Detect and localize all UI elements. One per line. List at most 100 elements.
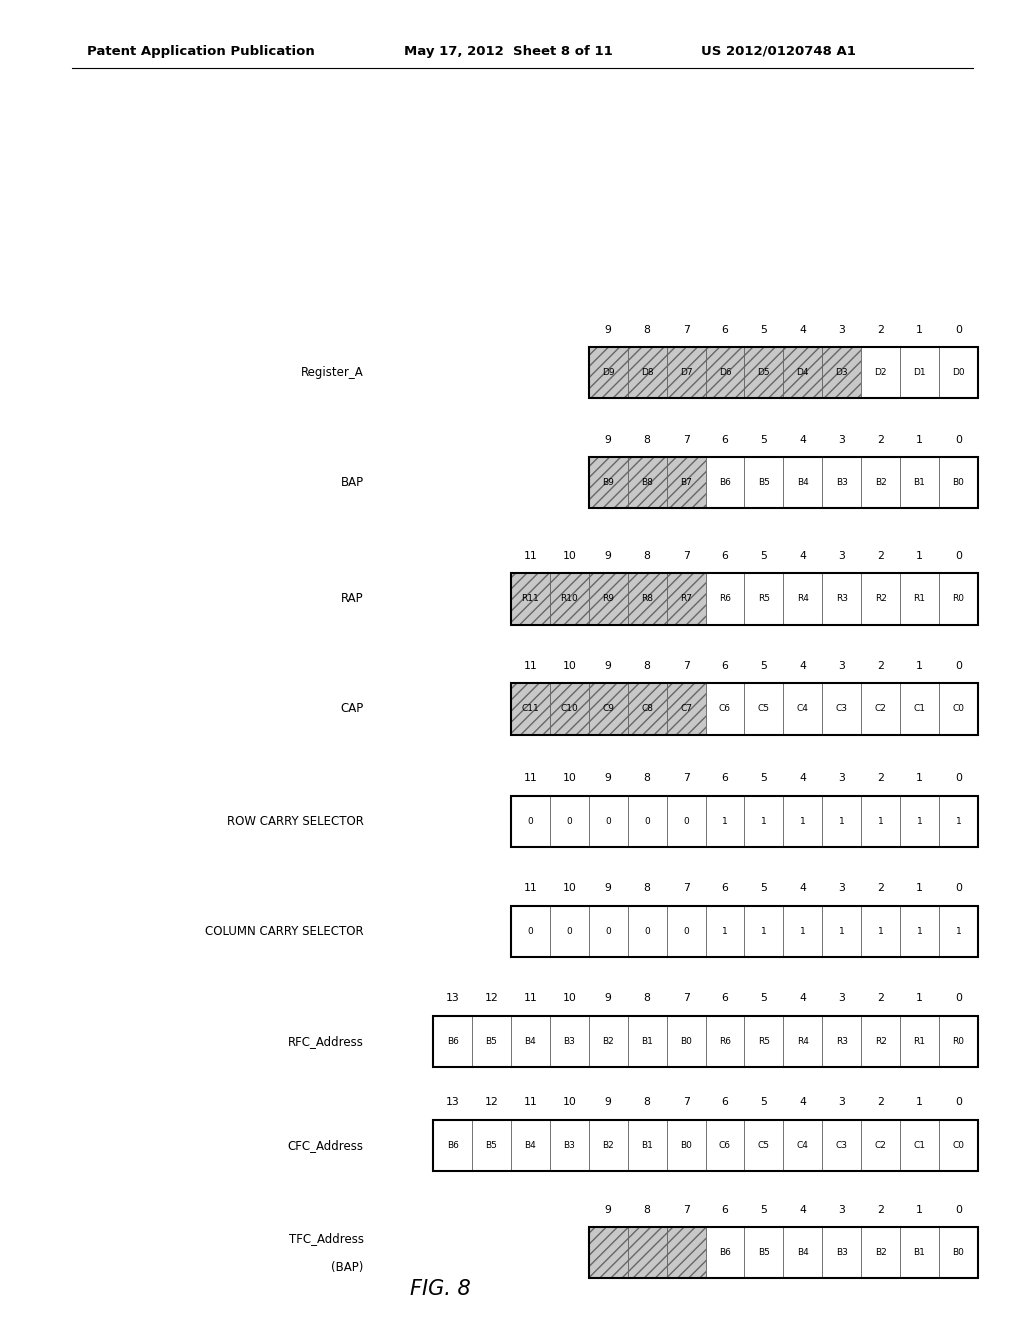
Text: 9: 9 — [605, 434, 611, 445]
Text: 11: 11 — [523, 661, 538, 671]
Text: B1: B1 — [641, 1140, 653, 1150]
Bar — [550, 573, 589, 624]
Text: RAP: RAP — [341, 593, 364, 606]
Text: 8: 8 — [644, 774, 650, 784]
Text: C5: C5 — [758, 1140, 770, 1150]
Bar — [628, 906, 667, 957]
Bar — [744, 347, 783, 399]
Bar — [939, 796, 978, 847]
Text: ROW CARRY SELECTOR: ROW CARRY SELECTOR — [226, 814, 364, 828]
Text: 4: 4 — [800, 661, 806, 671]
Bar — [783, 684, 822, 734]
Text: (BAP): (BAP) — [331, 1261, 364, 1274]
Text: B4: B4 — [524, 1140, 537, 1150]
Text: 8: 8 — [644, 434, 650, 445]
Text: 13: 13 — [445, 1097, 460, 1107]
Bar — [783, 1119, 822, 1171]
Bar — [511, 573, 550, 624]
Bar — [511, 684, 978, 734]
Text: 1: 1 — [955, 817, 962, 826]
Text: 0: 0 — [955, 1097, 962, 1107]
Bar — [939, 1119, 978, 1171]
Text: 7: 7 — [683, 325, 689, 335]
Bar — [667, 347, 706, 399]
Bar — [550, 684, 589, 734]
Bar — [861, 1228, 900, 1279]
Text: BAP: BAP — [340, 477, 364, 490]
Bar — [628, 1228, 667, 1279]
Text: 9: 9 — [605, 1097, 611, 1107]
Text: 4: 4 — [800, 1205, 806, 1214]
Text: 3: 3 — [839, 325, 845, 335]
Text: 1: 1 — [878, 817, 884, 826]
Bar — [433, 1119, 978, 1171]
Text: B2: B2 — [874, 478, 887, 487]
Text: 2: 2 — [878, 434, 884, 445]
Bar — [628, 457, 667, 508]
Text: R4: R4 — [797, 594, 809, 603]
Text: 1: 1 — [761, 927, 767, 936]
Bar — [472, 1015, 511, 1067]
Text: R6: R6 — [719, 1036, 731, 1045]
Bar — [550, 796, 589, 847]
Text: Register_A: Register_A — [301, 366, 364, 379]
Text: R8: R8 — [641, 594, 653, 603]
Text: 9: 9 — [605, 325, 611, 335]
Text: 10: 10 — [562, 883, 577, 894]
Text: B3: B3 — [563, 1036, 575, 1045]
Text: B3: B3 — [836, 478, 848, 487]
Text: 1: 1 — [722, 817, 728, 826]
Bar — [511, 684, 550, 734]
Text: 4: 4 — [800, 774, 806, 784]
Bar — [628, 684, 667, 734]
Bar — [822, 684, 861, 734]
Text: 0: 0 — [955, 994, 962, 1003]
Text: D6: D6 — [719, 368, 731, 378]
Text: 7: 7 — [683, 661, 689, 671]
Text: 2: 2 — [878, 883, 884, 894]
Text: 2: 2 — [878, 1097, 884, 1107]
Bar — [822, 1119, 861, 1171]
Bar — [667, 906, 706, 957]
Text: 7: 7 — [683, 883, 689, 894]
Text: 1: 1 — [722, 927, 728, 936]
Bar — [900, 1015, 939, 1067]
Text: 11: 11 — [523, 550, 538, 561]
Text: B3: B3 — [836, 1249, 848, 1257]
Text: R9: R9 — [602, 594, 614, 603]
Bar — [667, 573, 706, 624]
Text: C11: C11 — [521, 705, 540, 713]
Bar — [861, 573, 900, 624]
Text: R11: R11 — [521, 594, 540, 603]
Bar — [744, 347, 783, 399]
Text: 3: 3 — [839, 883, 845, 894]
Text: D9: D9 — [602, 368, 614, 378]
Text: 1: 1 — [916, 817, 923, 826]
Text: 1: 1 — [761, 817, 767, 826]
Text: C9: C9 — [602, 705, 614, 713]
Text: TFC_Address: TFC_Address — [289, 1232, 364, 1245]
Bar — [628, 347, 667, 399]
Text: 1: 1 — [800, 817, 806, 826]
Bar — [783, 1228, 822, 1279]
Bar — [861, 1119, 900, 1171]
Text: R2: R2 — [874, 594, 887, 603]
Text: 0: 0 — [566, 927, 572, 936]
Text: B5: B5 — [485, 1140, 498, 1150]
Bar — [667, 1228, 706, 1279]
Text: 9: 9 — [605, 661, 611, 671]
Bar — [628, 1015, 667, 1067]
Text: 5: 5 — [761, 661, 767, 671]
Bar — [706, 347, 744, 399]
Text: 1: 1 — [916, 1205, 923, 1214]
Bar — [744, 573, 783, 624]
Bar — [589, 684, 628, 734]
Text: B5: B5 — [758, 478, 770, 487]
Text: R5: R5 — [758, 1036, 770, 1045]
Bar — [589, 1119, 628, 1171]
Text: 0: 0 — [955, 550, 962, 561]
Bar — [589, 457, 978, 508]
Text: B0: B0 — [952, 1249, 965, 1257]
Bar — [550, 1015, 589, 1067]
Bar — [783, 1015, 822, 1067]
